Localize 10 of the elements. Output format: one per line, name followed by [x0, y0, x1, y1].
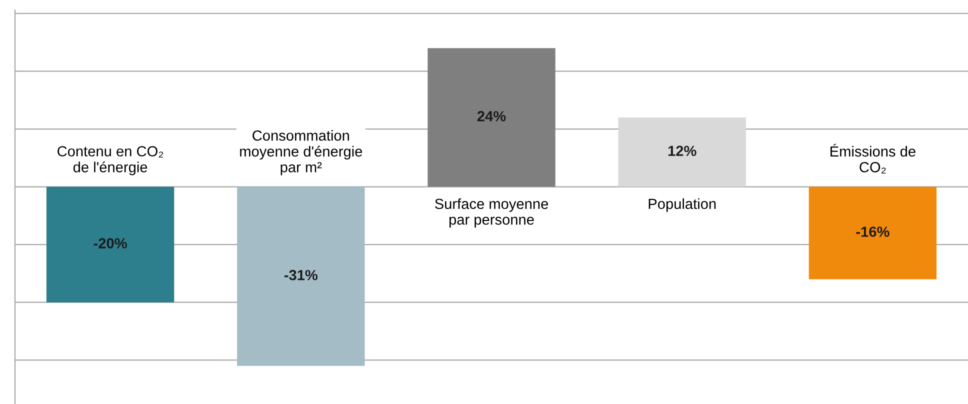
x-tick-label: Population [648, 198, 716, 212]
data-label: 12% [668, 146, 696, 156]
data-label: -20% [94, 238, 127, 248]
x-tick-label: Contenu en CO₂ de l'énergie [58, 146, 164, 176]
data-label: 24% [477, 111, 506, 122]
data-label: -31% [284, 270, 318, 280]
data-label: -16% [856, 226, 890, 237]
x-tick-label: Surface moyenne par personne [435, 198, 548, 228]
x-tick-label: Consommation moyenne d'énergie par m² [240, 130, 362, 176]
x-tick-label: Émissions de CO₂ [830, 144, 916, 174]
